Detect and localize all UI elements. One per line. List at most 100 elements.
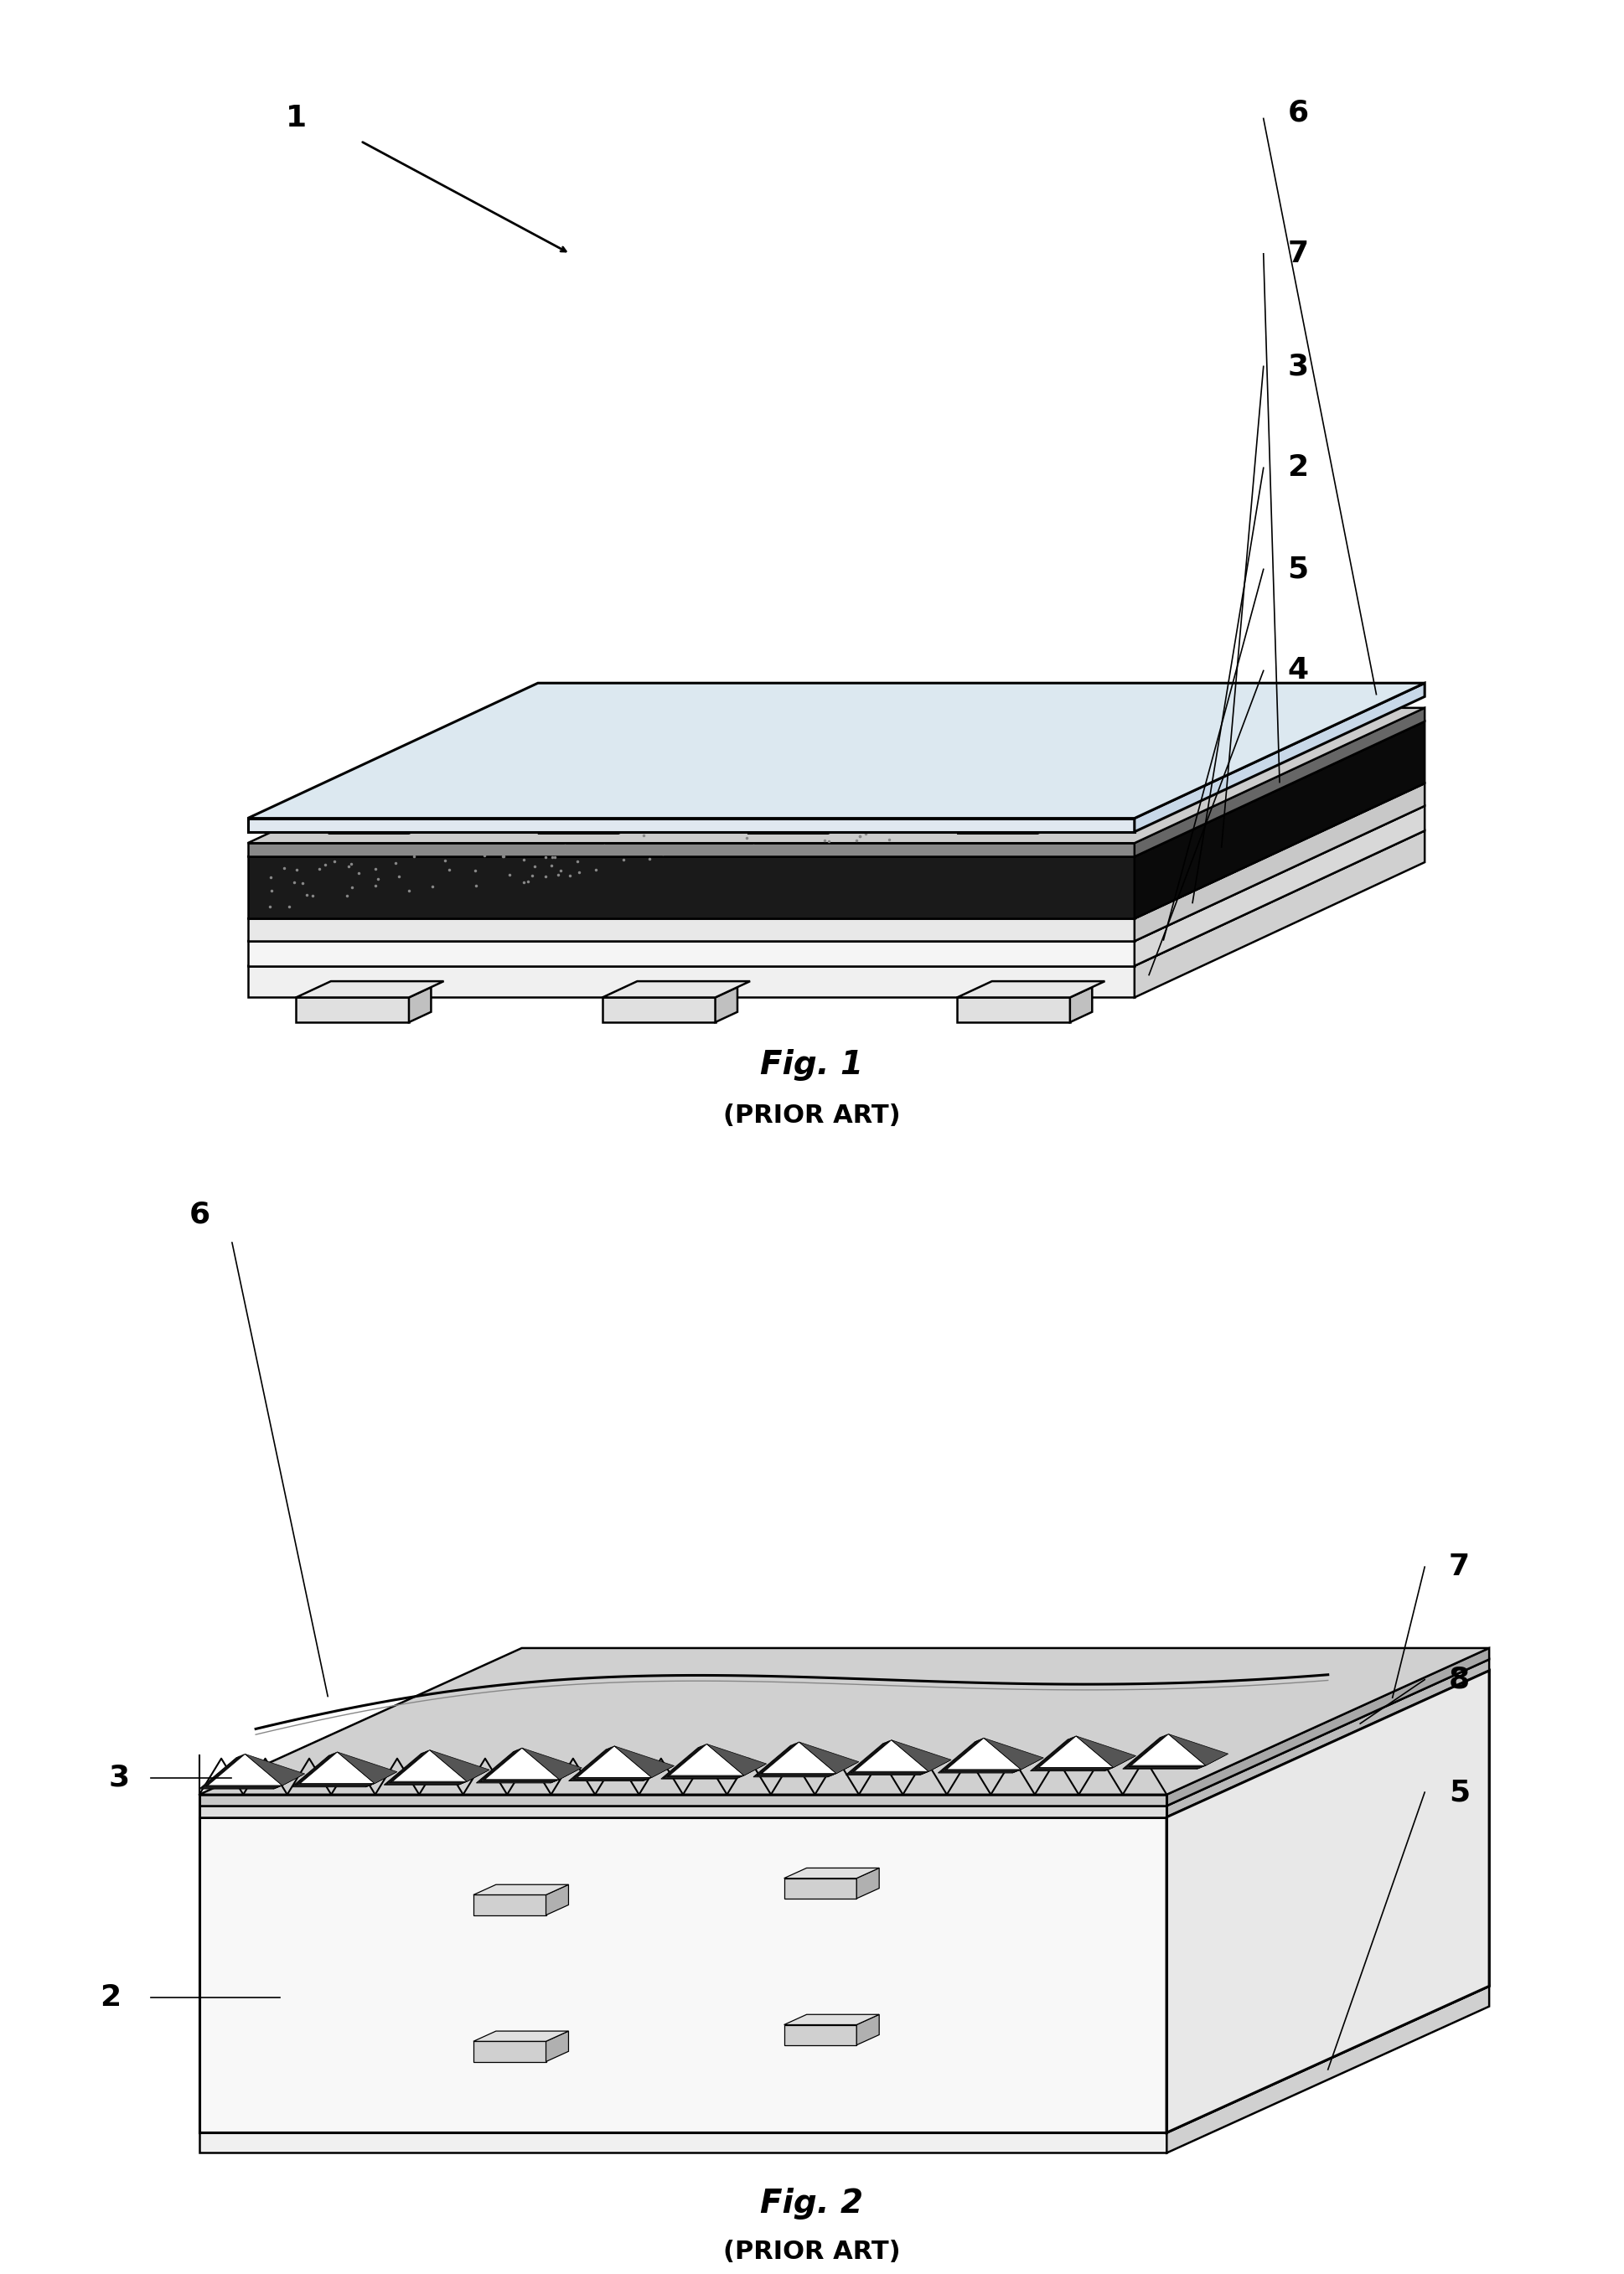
Polygon shape <box>1124 1737 1199 1769</box>
Polygon shape <box>794 1744 854 1776</box>
Polygon shape <box>331 1753 391 1785</box>
Polygon shape <box>1034 1737 1109 1769</box>
Polygon shape <box>388 1751 463 1783</box>
Polygon shape <box>890 1740 950 1771</box>
Text: 3: 3 <box>109 1762 130 1792</box>
Polygon shape <box>296 1753 370 1785</box>
Polygon shape <box>614 1746 674 1778</box>
Polygon shape <box>1135 707 1424 857</box>
Polygon shape <box>477 1751 552 1783</box>
Polygon shape <box>538 816 658 835</box>
Polygon shape <box>248 830 1424 966</box>
Polygon shape <box>1129 1735 1203 1767</box>
Polygon shape <box>957 998 1070 1023</box>
Text: 8: 8 <box>1449 1665 1470 1694</box>
Polygon shape <box>939 1742 1015 1771</box>
Polygon shape <box>248 805 1424 941</box>
Polygon shape <box>330 1756 390 1787</box>
Polygon shape <box>484 1749 559 1781</box>
Polygon shape <box>1161 1737 1221 1769</box>
Polygon shape <box>242 1756 302 1787</box>
Polygon shape <box>201 1756 276 1787</box>
Polygon shape <box>1031 1740 1106 1771</box>
Polygon shape <box>784 2015 879 2024</box>
Polygon shape <box>1130 1735 1205 1767</box>
Polygon shape <box>747 816 867 835</box>
Polygon shape <box>940 1740 1015 1771</box>
Polygon shape <box>330 1756 388 1787</box>
Polygon shape <box>1166 1735 1226 1767</box>
Polygon shape <box>200 1649 1489 1794</box>
Text: 7: 7 <box>1288 239 1309 268</box>
Polygon shape <box>248 819 1135 832</box>
Polygon shape <box>328 2122 421 2131</box>
Polygon shape <box>957 816 1077 835</box>
Polygon shape <box>335 1753 395 1785</box>
Polygon shape <box>762 1742 836 1774</box>
Polygon shape <box>758 1744 833 1774</box>
Polygon shape <box>248 721 1424 857</box>
Polygon shape <box>1163 1737 1223 1767</box>
Polygon shape <box>791 1746 851 1776</box>
Polygon shape <box>481 1749 555 1781</box>
Polygon shape <box>577 1746 651 1778</box>
Polygon shape <box>1033 1737 1108 1769</box>
Polygon shape <box>521 1749 581 1781</box>
Polygon shape <box>336 1753 396 1785</box>
Polygon shape <box>515 1751 575 1783</box>
Polygon shape <box>944 1740 1018 1771</box>
Polygon shape <box>848 1742 922 1774</box>
Polygon shape <box>239 1758 297 1787</box>
Polygon shape <box>520 1749 580 1781</box>
Polygon shape <box>846 1744 921 1776</box>
Polygon shape <box>984 1737 1044 1769</box>
Polygon shape <box>248 857 1135 919</box>
Polygon shape <box>575 1746 650 1778</box>
Polygon shape <box>612 1746 672 1778</box>
Polygon shape <box>476 1751 551 1783</box>
Polygon shape <box>429 1751 489 1783</box>
Polygon shape <box>385 1753 460 1785</box>
Polygon shape <box>706 1744 767 1776</box>
Polygon shape <box>387 1753 461 1783</box>
Polygon shape <box>979 1740 1039 1771</box>
Polygon shape <box>239 1756 299 1787</box>
Polygon shape <box>575 1746 650 1778</box>
Polygon shape <box>200 1660 1489 1806</box>
Polygon shape <box>518 1749 578 1781</box>
Polygon shape <box>482 1749 557 1781</box>
Polygon shape <box>1070 987 1093 1023</box>
Polygon shape <box>248 707 1424 844</box>
Polygon shape <box>887 1742 947 1774</box>
Polygon shape <box>663 1746 737 1778</box>
Text: 6: 6 <box>188 1201 209 1228</box>
Polygon shape <box>892 1740 952 1771</box>
Polygon shape <box>976 1742 1034 1774</box>
Polygon shape <box>945 1740 1020 1769</box>
Polygon shape <box>1135 682 1424 832</box>
Polygon shape <box>206 1756 281 1785</box>
Text: 7: 7 <box>1449 1553 1470 1580</box>
Polygon shape <box>666 1744 741 1776</box>
Polygon shape <box>200 2133 1166 2153</box>
Polygon shape <box>1166 1671 1489 2133</box>
Polygon shape <box>205 1756 279 1787</box>
Polygon shape <box>474 2042 546 2063</box>
Polygon shape <box>885 1742 944 1774</box>
Polygon shape <box>572 1749 646 1781</box>
Polygon shape <box>796 1744 856 1774</box>
Polygon shape <box>1077 1735 1135 1767</box>
Polygon shape <box>299 1753 374 1785</box>
Polygon shape <box>667 1744 742 1776</box>
Polygon shape <box>885 1742 945 1774</box>
Polygon shape <box>1160 1737 1220 1769</box>
Polygon shape <box>702 1746 762 1778</box>
Polygon shape <box>757 1744 831 1776</box>
Polygon shape <box>976 1742 1036 1771</box>
Polygon shape <box>939 1742 1013 1774</box>
Polygon shape <box>856 1867 879 1899</box>
Polygon shape <box>607 1749 667 1781</box>
Polygon shape <box>856 2015 879 2044</box>
Polygon shape <box>248 844 1135 857</box>
Polygon shape <box>297 1753 372 1785</box>
